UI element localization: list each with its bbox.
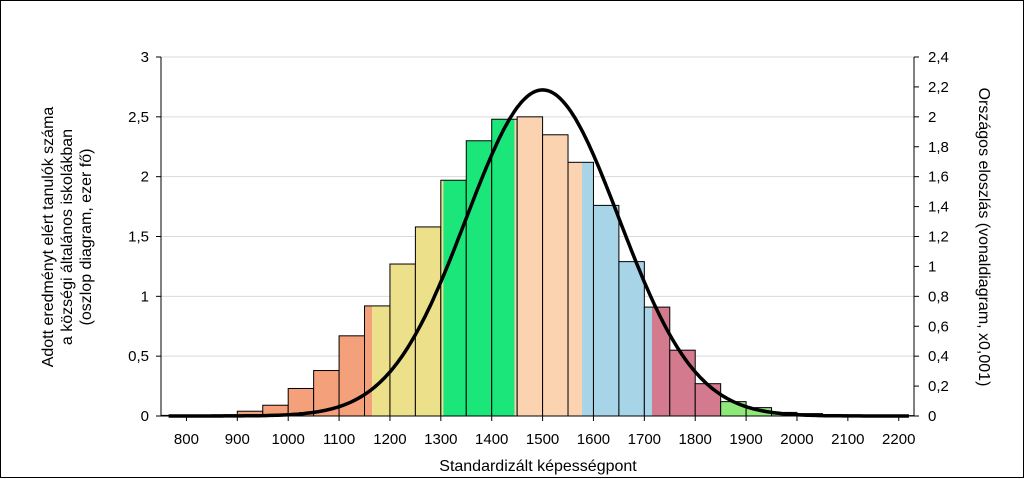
x-tick-label: 2000 [780,431,813,448]
x-axis-title: Standardizált képességpont [439,458,637,475]
y2-tick-label: 0,8 [928,288,949,305]
y-tick-label: 0,5 [128,348,149,365]
y-axis-title-line-3: (oszlop diagram, ezer fő) [78,149,95,326]
x-tick-label: 1800 [679,431,712,448]
x-tick-label: 1000 [272,431,305,448]
y2-tick-label: 0,2 [928,378,949,395]
y2-tick-label: 1,2 [928,229,949,246]
y-tick-label: 2,5 [128,109,149,126]
x-tick-label: 1700 [628,431,661,448]
y-tick-label: 0 [141,408,149,425]
x-tick-label: 2100 [831,431,864,448]
y-tick-label: 1 [141,288,149,305]
x-tick-label: 800 [174,431,199,448]
y2-tick-label: 1,8 [928,139,949,156]
bar [415,227,440,416]
y2-tick-label: 0,6 [928,318,949,335]
y2-tick-label: 2 [928,109,936,126]
y2-tick-label: 1,6 [928,169,949,186]
bar-fill-a [365,306,373,416]
y2-tick-label: 0 [928,408,936,425]
y-axis-title-line-2: a községi általános iskolákban [59,129,76,345]
x-tick-label: 1200 [373,431,406,448]
y2-tick-label: 1,4 [928,199,949,216]
bar-fill-b [443,180,466,416]
bar [695,384,720,416]
y2-tick-label: 1 [928,258,936,275]
y-axis-title: Adott eredményt elért tanulók száma a kö… [40,107,95,368]
y2-tick-label: 0,4 [928,348,949,365]
x-tick-label: 1500 [526,431,559,448]
y2-tick-label: 2,4 [928,49,949,66]
x-tick-label: 1400 [475,431,508,448]
bar [670,350,695,416]
y-tick-label: 1,5 [128,229,149,246]
bar-fill-a [492,119,515,416]
bar [543,135,568,416]
x-tick-label: 2200 [882,431,915,448]
x-tick-label: 900 [225,431,250,448]
bar [593,205,618,416]
bar-fill-b [372,306,390,416]
bar-fill-a [568,162,582,416]
bar-series [161,117,914,416]
bar-fill-b [582,162,593,416]
y-axis-title-line-1: Adott eredményt elért tanulók száma [40,107,57,368]
x-tick-label: 1100 [323,431,355,448]
x-tick-label: 1300 [424,431,457,448]
bar-fill-b [652,307,670,416]
bar [517,117,542,416]
y-tick-label: 2 [141,169,149,186]
bar-fill-a [644,307,652,416]
x-tick-label: 1900 [729,431,762,448]
x-tick-label: 1600 [577,431,610,448]
bar [619,262,644,416]
y-tick-label: 3 [141,49,149,66]
y2-tick-label: 2,2 [928,79,949,96]
y2-axis-title: Országos eloszlás (vonaldiagram, x0,001) [975,88,992,387]
